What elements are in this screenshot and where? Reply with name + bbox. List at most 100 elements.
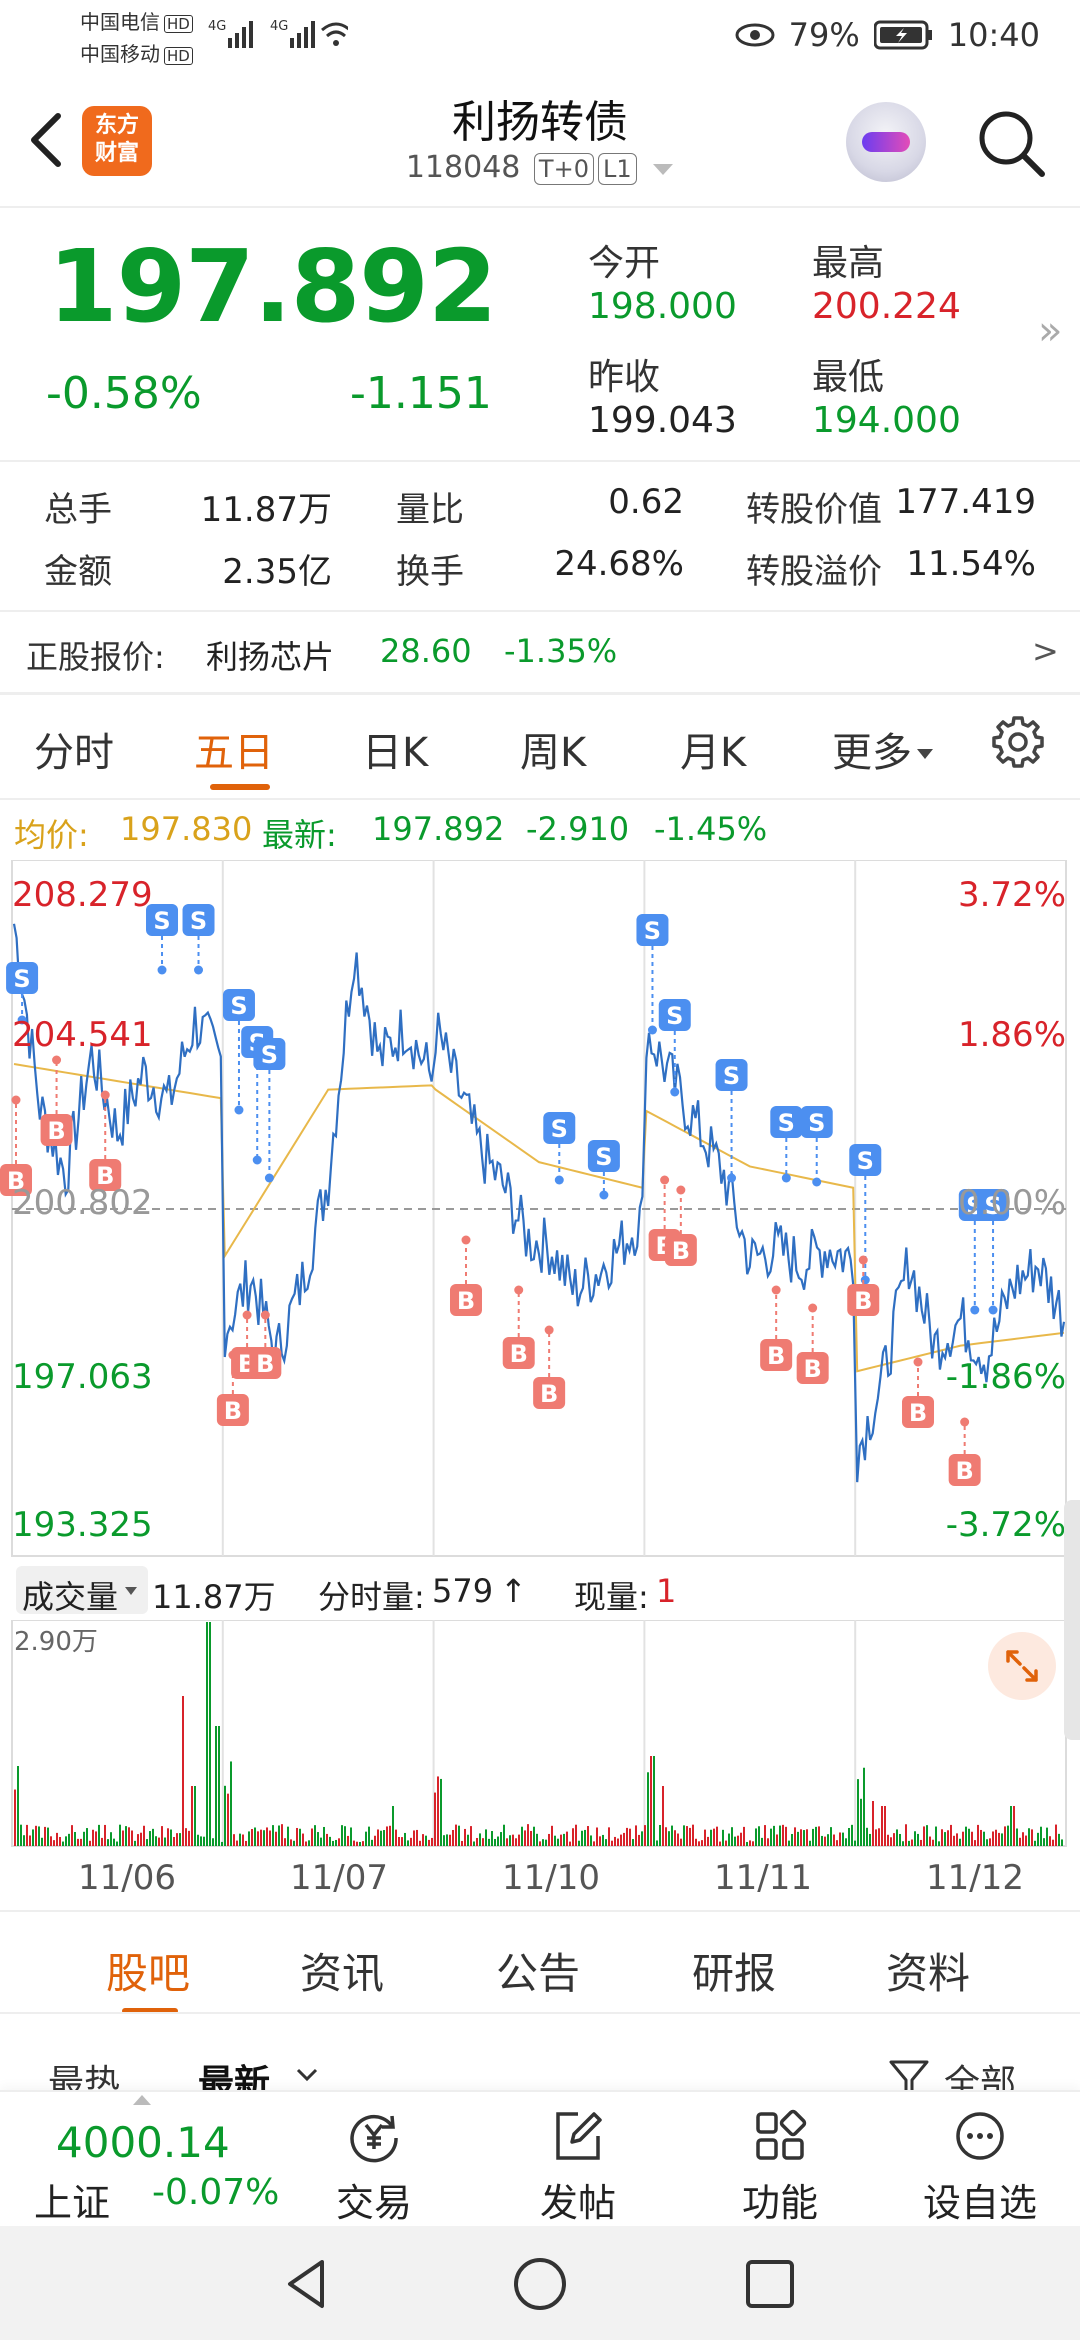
edge-drawer-handle[interactable] <box>1064 1500 1080 1740</box>
volume-bar <box>482 1838 484 1846</box>
price-chart[interactable]: SSSSSSSSSSSSSSSSBBBBBBBBBBBBBBBB 208.279… <box>0 860 1080 1560</box>
marker-badge <box>89 1159 122 1191</box>
volume-bar <box>1001 1833 1003 1846</box>
system-back-icon[interactable] <box>278 2254 338 2314</box>
volume-bar <box>845 1838 847 1846</box>
tab-profile[interactable]: 资料 <box>886 1949 971 1998</box>
hd-badge-2: HD <box>164 47 193 65</box>
minute-volume-arrow: ↑ <box>500 1572 527 1610</box>
tab-more[interactable]: 更多 <box>832 720 934 778</box>
volume-bar <box>170 1829 172 1846</box>
functions-button[interactable]: 功能 <box>710 2092 850 2228</box>
volume-bar <box>176 1833 178 1846</box>
volume-bar <box>1019 1837 1021 1846</box>
marker-badge <box>847 1284 880 1316</box>
tab-monthly-k[interactable]: 月K <box>680 730 747 776</box>
date-label-day4: 11/11 <box>714 1858 812 1898</box>
tab-five-day[interactable]: 五日 <box>194 730 274 776</box>
add-watchlist-button[interactable]: 设自选 <box>910 2092 1050 2228</box>
volume-bar <box>953 1835 955 1846</box>
marker-letter: S <box>230 992 247 1020</box>
volume-bar <box>731 1827 733 1846</box>
volume-bar <box>149 1831 151 1846</box>
marker-badge <box>636 914 669 946</box>
underlying-stock-row[interactable]: 正股报价: 利扬芯片 28.60 -1.35% > <box>0 612 1080 692</box>
buy-marker: B <box>796 1303 829 1384</box>
volume-bar <box>938 1841 940 1846</box>
caret-up-icon <box>133 2095 151 2105</box>
marker-dot <box>100 1090 110 1100</box>
volume-bar <box>566 1831 568 1846</box>
system-recents-icon[interactable] <box>740 2254 800 2314</box>
sort-hot[interactable]: 最热 <box>48 2063 121 2090</box>
index-value[interactable]: 4000.14 <box>56 2118 230 2167</box>
change-percent: -0.58% <box>46 368 202 419</box>
volume-bar <box>308 1840 310 1846</box>
marker-dot <box>808 1303 818 1313</box>
index-change[interactable]: -0.07% <box>152 2172 280 2213</box>
filter-all[interactable]: 全部 <box>944 2063 1017 2090</box>
volume-bar <box>854 1840 856 1846</box>
volume-bar <box>320 1837 322 1846</box>
volume-bar <box>686 1826 688 1846</box>
expand-quote-icon[interactable]: » <box>1038 308 1063 354</box>
volume-bar <box>581 1830 583 1846</box>
volume-bar <box>872 1801 874 1846</box>
volume-indicator-select[interactable] <box>16 1566 148 1614</box>
tab-intraday[interactable]: 分时 <box>34 730 114 776</box>
volume-bar <box>182 1696 184 1846</box>
fullscreen-button[interactable] <box>988 1632 1056 1700</box>
tab-weekly-k[interactable]: 周K <box>520 730 587 776</box>
app-logo[interactable]: 东方 财富 <box>82 106 152 176</box>
tab-forum[interactable]: 股吧 <box>106 1949 191 1998</box>
sort-latest[interactable]: 最新 <box>198 2063 271 2090</box>
marker-badge <box>715 1059 748 1091</box>
volume-bar <box>95 1831 97 1846</box>
filter-icon[interactable] <box>888 2058 930 2090</box>
volume-bar <box>500 1832 502 1846</box>
back-arrow-icon[interactable] <box>22 108 72 172</box>
volume-bar <box>860 1798 862 1846</box>
carrier-2: 中国移动 HD <box>80 38 193 67</box>
sell-marker: S <box>636 914 669 1035</box>
system-home-icon[interactable] <box>510 2254 570 2314</box>
tab-news[interactable]: 资讯 <box>300 1949 385 1998</box>
volume-bar <box>824 1836 826 1846</box>
volume-bar <box>218 1726 220 1846</box>
volume-bar <box>521 1826 523 1846</box>
tab-research[interactable]: 研报 <box>692 1949 777 1998</box>
trade-button[interactable]: 交易 <box>304 2092 444 2228</box>
svg-text:4G: 4G <box>270 19 288 34</box>
volume-value: 11.87万 <box>200 490 332 530</box>
gear-icon[interactable] <box>990 714 1046 770</box>
volume-bar <box>347 1835 349 1846</box>
security-code-row[interactable]: 118048 T+0 L1 <box>0 150 1080 185</box>
sell-marker: S <box>587 1140 620 1200</box>
volume-bar <box>116 1841 118 1846</box>
post-button[interactable]: 发帖 <box>508 2092 648 2228</box>
marker-badge <box>902 1396 935 1428</box>
assistant-avatar[interactable] <box>846 102 926 182</box>
marker-letter: B <box>96 1162 114 1190</box>
search-icon[interactable] <box>976 108 1048 180</box>
hd-badge-1: HD <box>164 15 193 33</box>
sell-marker: S <box>253 1038 286 1183</box>
marker-dot <box>812 1177 822 1187</box>
system-nav-bar <box>0 2226 1080 2340</box>
tab-daily-k[interactable]: 日K <box>362 730 429 776</box>
volume-bar <box>629 1828 631 1846</box>
volume-bar <box>662 1786 664 1846</box>
buy-marker: B <box>249 1310 282 1379</box>
volume-bar <box>275 1831 277 1846</box>
volume-chart[interactable]: 2.90万 <box>0 1620 1080 1850</box>
volume-bar <box>32 1829 34 1846</box>
index-name[interactable]: 上证 <box>34 2181 111 2225</box>
premium-label: 转股溢价 <box>746 552 882 592</box>
tab-announcements[interactable]: 公告 <box>496 1949 581 1998</box>
volume-bar <box>908 1840 910 1846</box>
volume-bar <box>992 1831 994 1846</box>
svg-text:4G: 4G <box>208 19 226 34</box>
edit-icon <box>556 2112 602 2160</box>
volume-bar <box>278 1825 280 1846</box>
volume-bar <box>587 1826 589 1846</box>
